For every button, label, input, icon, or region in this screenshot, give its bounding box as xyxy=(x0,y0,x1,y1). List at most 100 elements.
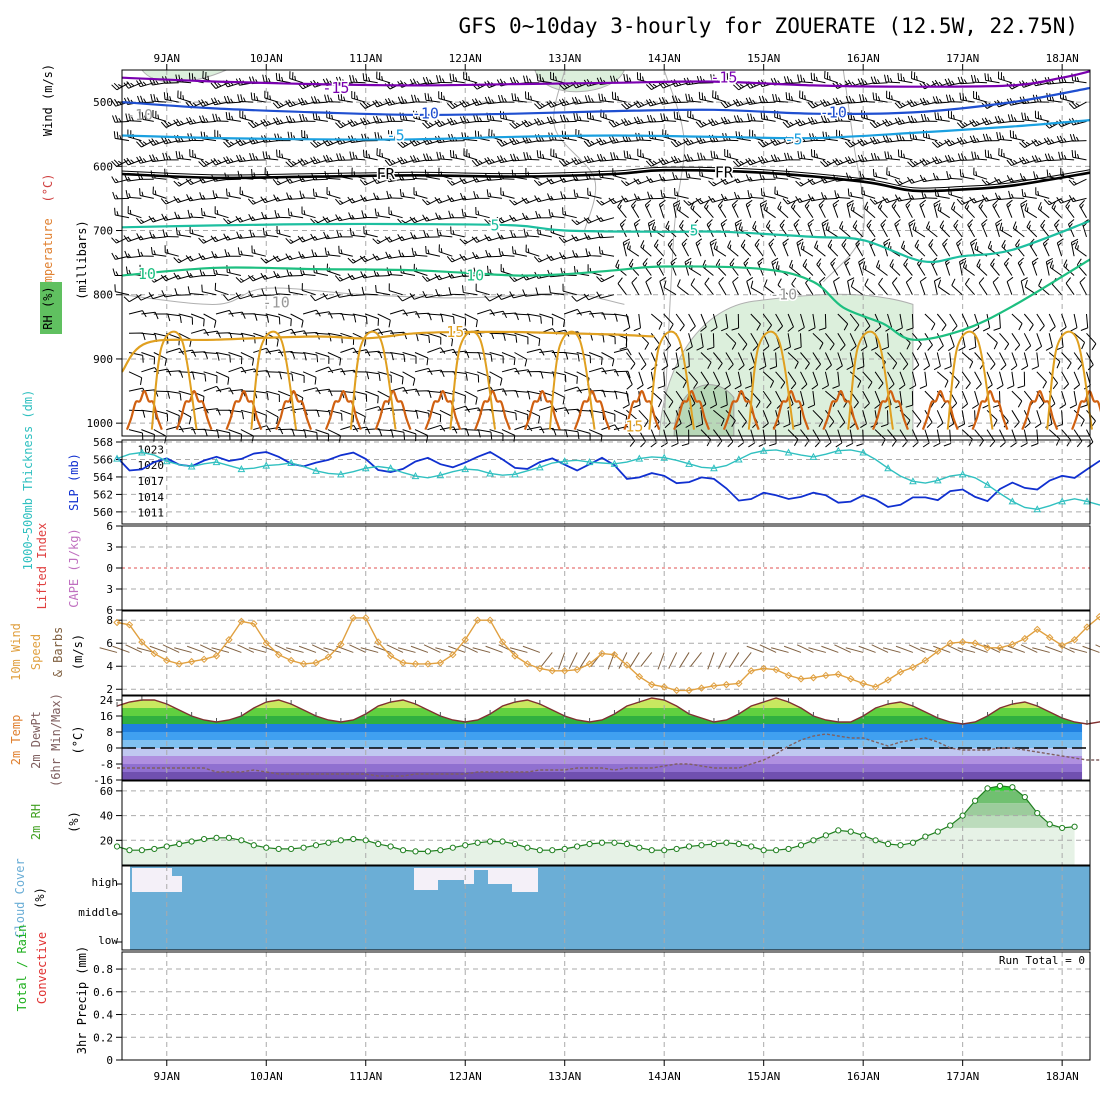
wind-barb-10m xyxy=(323,647,341,653)
wind-barb-10m xyxy=(1045,645,1063,653)
wind-barb xyxy=(1031,257,1039,276)
wind-barb xyxy=(187,209,204,219)
wind-barb xyxy=(887,429,897,447)
wind-barb xyxy=(746,276,754,295)
wind-barb xyxy=(278,328,296,336)
panel-precip xyxy=(121,951,1091,1061)
wind-barb xyxy=(439,313,455,324)
wind-barb xyxy=(959,169,975,180)
wind-barb xyxy=(149,231,167,239)
y-label-wind: Wind (m/s) xyxy=(41,64,55,136)
wind-barb xyxy=(908,219,916,238)
wind-barb xyxy=(210,97,229,106)
wind-barb xyxy=(285,236,304,244)
wind-barb xyxy=(534,101,553,110)
wind-barb xyxy=(1012,221,1025,238)
wind-barb xyxy=(173,255,192,264)
cloud-fill xyxy=(130,866,1090,950)
wind-barb xyxy=(1024,203,1038,219)
wind-barb xyxy=(837,410,846,429)
wind-barb xyxy=(1034,110,1050,122)
thickness-marker xyxy=(361,464,370,472)
wind-barb xyxy=(724,371,731,390)
wind-barb xyxy=(909,131,925,142)
wind-barb xyxy=(514,369,532,377)
wind-barb xyxy=(923,129,938,142)
thickness-marker xyxy=(162,457,171,465)
wind-barb xyxy=(498,94,515,103)
wind-barb xyxy=(450,226,465,238)
temp-band xyxy=(122,772,1083,780)
rh-marker xyxy=(822,832,829,839)
y-label-rh: RH (%) xyxy=(41,286,55,329)
thickness-marker xyxy=(685,459,693,467)
wind-speed-marker xyxy=(498,638,507,646)
wind-barb xyxy=(619,219,627,238)
wind-barb xyxy=(700,313,707,332)
temp-contour-15-lobe xyxy=(1046,330,1093,430)
wind-barb xyxy=(936,410,944,429)
wind-barb xyxy=(745,97,764,105)
wind-barb xyxy=(546,100,565,108)
wind-barb xyxy=(706,333,715,350)
wind-speed-marker xyxy=(1008,640,1017,649)
wind-speed-marker xyxy=(237,617,246,626)
wind-barb xyxy=(536,150,552,161)
wind-barb xyxy=(148,138,167,146)
wind-barb xyxy=(223,294,242,301)
wind-barb xyxy=(894,178,913,186)
wind-speed-marker xyxy=(1046,633,1054,642)
wind-barb xyxy=(819,99,838,107)
wind-barb xyxy=(696,75,714,84)
wind-barb xyxy=(262,74,279,84)
wind-barb-10m xyxy=(858,645,876,653)
thickness-marker xyxy=(635,454,644,462)
wind-barb xyxy=(787,352,799,369)
wind-barb xyxy=(774,186,789,199)
wind-barb xyxy=(286,268,304,277)
temp-contour-20 xyxy=(971,389,1009,430)
wind-barb xyxy=(700,352,712,369)
wind-barb xyxy=(150,247,167,257)
wind-barb-10m xyxy=(509,647,528,653)
wind-speed-marker xyxy=(548,667,556,675)
wind-barb xyxy=(994,115,1012,124)
wind-barb xyxy=(712,90,727,103)
rh-marker xyxy=(200,835,208,843)
wind-barb xyxy=(235,275,254,283)
wind-barb xyxy=(1020,429,1028,448)
contour-label: 15 xyxy=(625,417,643,435)
wind-barb xyxy=(895,313,903,332)
wind-barb xyxy=(438,91,453,103)
wind-barb xyxy=(832,199,840,218)
wind-barb xyxy=(327,352,342,366)
wind-barb xyxy=(894,194,913,202)
rh-marker xyxy=(773,847,780,854)
wind-barb-10m xyxy=(237,644,255,653)
wind-barb xyxy=(363,226,378,238)
dewpoint-line xyxy=(117,733,1100,777)
rh-marker xyxy=(486,838,494,845)
wind-barb xyxy=(672,172,689,180)
wind-barb xyxy=(973,167,988,180)
wind-speed-marker xyxy=(735,679,743,688)
y-tick-label: 60 xyxy=(100,785,113,798)
thickness-marker xyxy=(461,465,470,473)
wind-barb xyxy=(894,219,901,238)
wind-barb xyxy=(663,390,674,408)
thickness-marker xyxy=(386,464,395,472)
wind-barb xyxy=(1006,175,1025,183)
wind-barb xyxy=(509,197,528,206)
y-tick-label: 16 xyxy=(100,710,113,723)
wind-barb xyxy=(836,352,843,371)
wind-barb xyxy=(1036,313,1045,332)
wind-speed-marker xyxy=(449,651,457,659)
rh-marker xyxy=(611,839,618,846)
wind-barb xyxy=(285,115,304,124)
rh-marker xyxy=(499,838,506,845)
wind-barb xyxy=(928,239,938,257)
wind-barb-10m xyxy=(759,644,777,653)
wind-barb xyxy=(825,222,839,238)
wind-barb-10m xyxy=(629,652,640,668)
wind-barb xyxy=(949,313,958,332)
